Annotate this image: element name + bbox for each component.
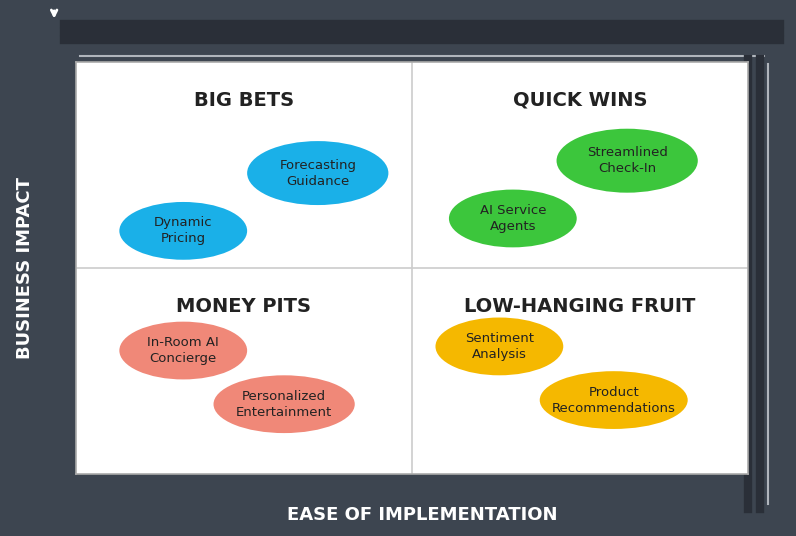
Ellipse shape — [213, 375, 355, 433]
Text: Product
Recommendations: Product Recommendations — [552, 385, 676, 414]
Text: MONEY PITS: MONEY PITS — [176, 297, 311, 316]
Ellipse shape — [247, 141, 388, 205]
Text: AI Service
Agents: AI Service Agents — [479, 204, 546, 233]
Ellipse shape — [435, 317, 564, 375]
Ellipse shape — [449, 190, 577, 247]
Text: BUSINESS IMPACT: BUSINESS IMPACT — [17, 177, 34, 359]
Text: Forecasting
Guidance: Forecasting Guidance — [279, 159, 357, 188]
Text: In-Room AI
Concierge: In-Room AI Concierge — [147, 336, 219, 365]
Ellipse shape — [540, 371, 688, 429]
Text: QUICK WINS: QUICK WINS — [513, 91, 647, 109]
Text: Sentiment
Analysis: Sentiment Analysis — [465, 332, 534, 361]
Ellipse shape — [119, 202, 247, 260]
Ellipse shape — [556, 129, 698, 192]
Text: EASE OF IMPLEMENTATION: EASE OF IMPLEMENTATION — [287, 505, 557, 524]
Text: Dynamic
Pricing: Dynamic Pricing — [154, 217, 213, 245]
Text: BIG BETS: BIG BETS — [193, 91, 294, 109]
Text: Personalized
Entertainment: Personalized Entertainment — [236, 390, 332, 419]
Text: LOW-HANGING FRUIT: LOW-HANGING FRUIT — [464, 297, 696, 316]
Text: Streamlined
Check-In: Streamlined Check-In — [587, 146, 668, 175]
Ellipse shape — [119, 322, 247, 379]
